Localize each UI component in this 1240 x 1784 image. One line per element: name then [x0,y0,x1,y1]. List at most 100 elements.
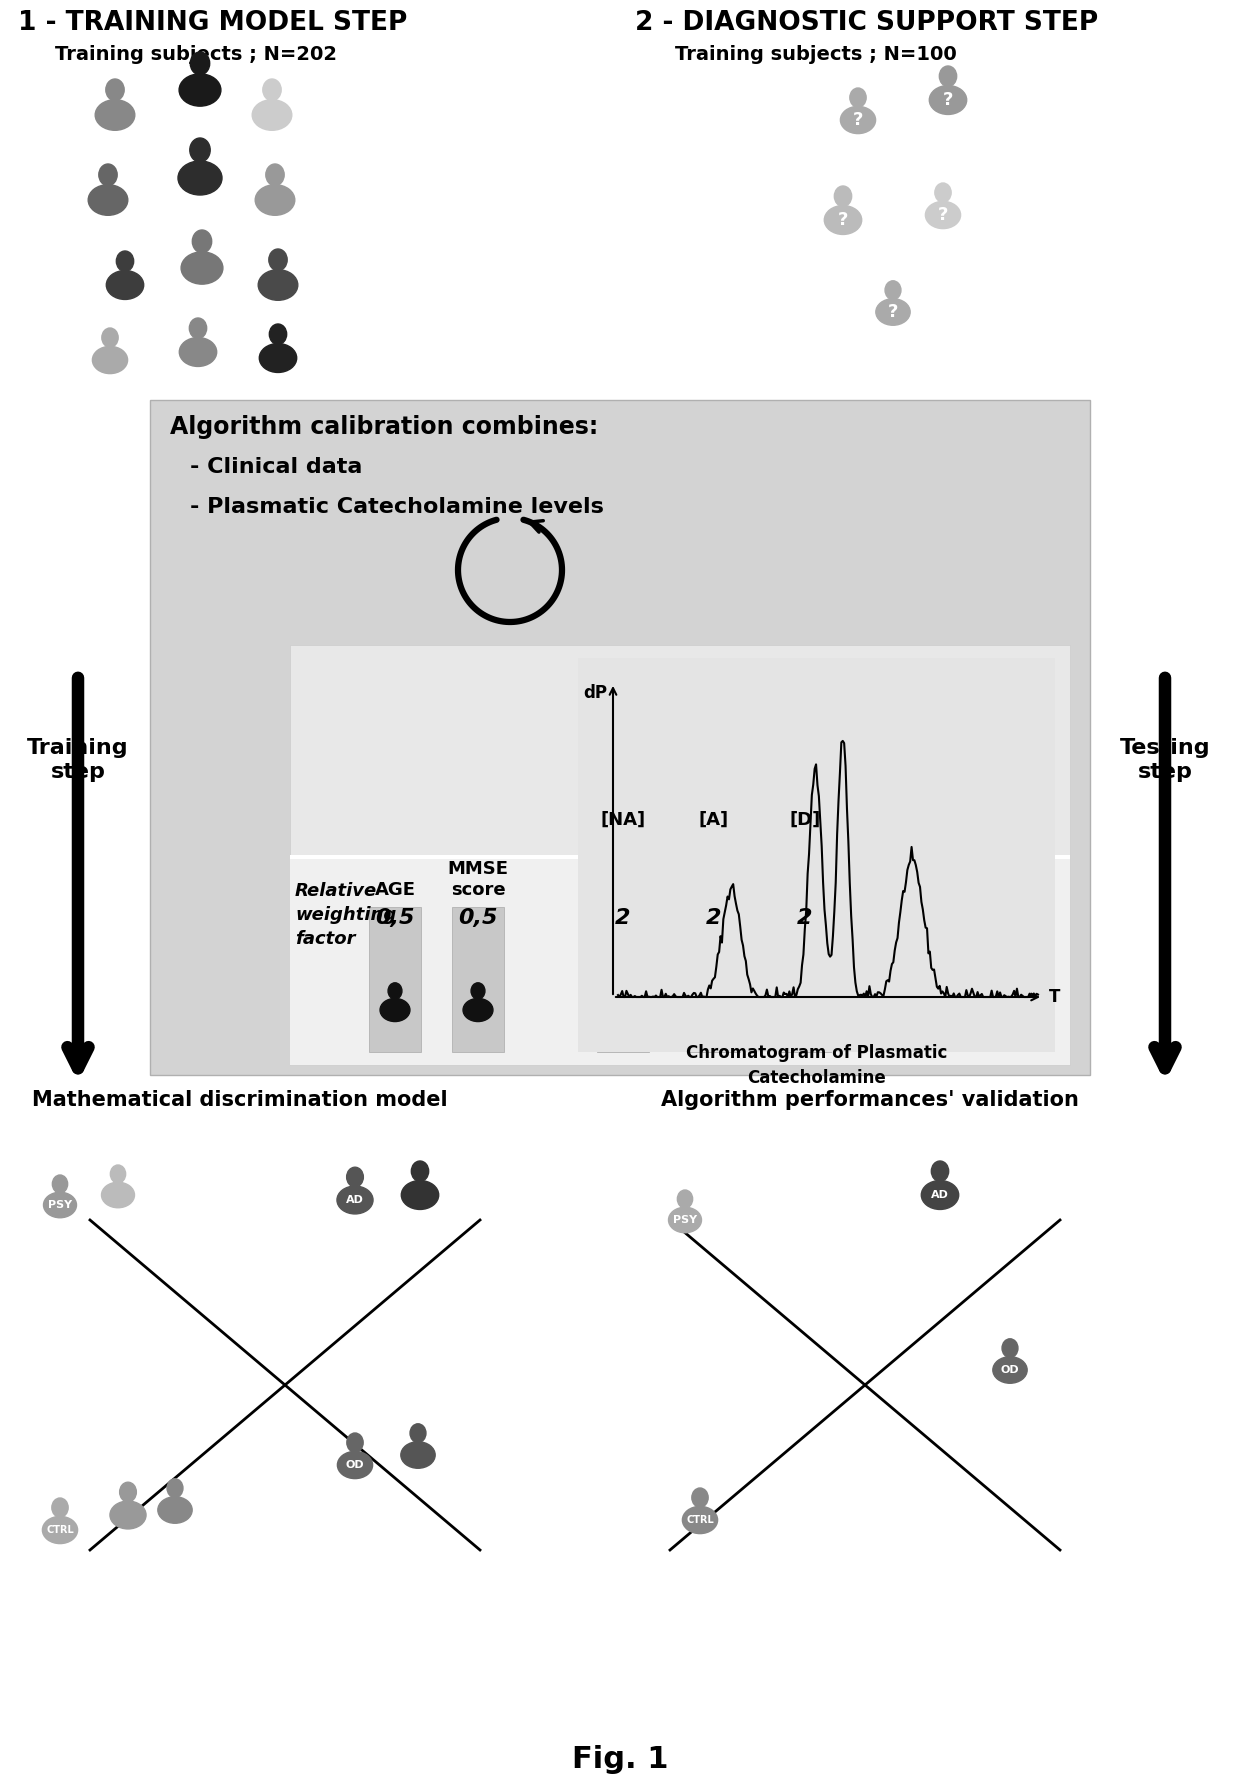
Text: T: T [1049,988,1060,1006]
Text: ?: ? [942,91,954,109]
Ellipse shape [190,52,210,75]
Text: Chromatogram of Plasmatic
Catecholamine: Chromatogram of Plasmatic Catecholamine [686,1044,947,1086]
Text: 2 - DIAGNOSTIC SUPPORT STEP: 2 - DIAGNOSTIC SUPPORT STEP [635,11,1099,36]
Ellipse shape [43,1192,77,1218]
Bar [578,658,1055,1053]
Ellipse shape [167,1479,184,1497]
Text: Relative
weighting
factor: Relative weighting factor [295,883,397,947]
Ellipse shape [269,325,286,344]
Ellipse shape [668,1208,702,1233]
Bar [290,646,1070,1065]
Ellipse shape [841,107,875,134]
Ellipse shape [259,344,296,373]
Text: Training subjects ; N=202: Training subjects ; N=202 [55,45,337,64]
Text: MMSE
score: MMSE score [448,860,508,899]
Bar [779,837,831,1053]
Bar [688,837,740,1053]
Ellipse shape [258,269,298,300]
Ellipse shape [88,186,128,216]
Text: ?: ? [838,211,848,228]
Ellipse shape [835,186,852,207]
Bar [150,400,1090,1076]
Text: Testing
step: Testing step [1120,739,1210,781]
Bar [290,855,1070,860]
Text: CTRL: CTRL [686,1515,714,1525]
Ellipse shape [692,1488,708,1507]
Text: - Clinical data: - Clinical data [190,457,362,476]
Ellipse shape [412,1161,429,1181]
Ellipse shape [388,983,402,999]
Ellipse shape [471,983,485,999]
Text: Algorithm performances' validation: Algorithm performances' validation [661,1090,1079,1110]
Ellipse shape [1002,1338,1018,1358]
Text: PSY: PSY [673,1215,697,1226]
Text: AD: AD [931,1190,949,1201]
Text: AD: AD [346,1195,363,1204]
Text: ?: ? [888,303,898,321]
Ellipse shape [402,1181,439,1210]
Ellipse shape [110,1165,125,1183]
Ellipse shape [677,1190,693,1208]
Ellipse shape [337,1186,373,1213]
Ellipse shape [42,1516,78,1543]
Ellipse shape [157,1497,192,1524]
Text: ?: ? [853,111,863,128]
Ellipse shape [265,164,284,186]
Ellipse shape [180,337,217,366]
Ellipse shape [463,999,494,1022]
Text: 0,5: 0,5 [376,908,414,928]
Text: Training subjects ; N=100: Training subjects ; N=100 [675,45,957,64]
Text: AGE: AGE [374,881,415,899]
Ellipse shape [107,271,144,300]
Ellipse shape [875,298,910,325]
Ellipse shape [410,1424,427,1443]
Ellipse shape [179,161,222,194]
Text: [A]: [A] [699,812,729,830]
Ellipse shape [885,280,901,300]
Ellipse shape [925,202,961,228]
Text: - Plasmatic Catecholamine levels: - Plasmatic Catecholamine levels [190,498,604,517]
Text: ?: ? [937,205,949,225]
Ellipse shape [379,999,410,1022]
Ellipse shape [190,318,207,339]
Text: CTRL: CTRL [46,1525,74,1534]
Bar [290,856,1070,1065]
Ellipse shape [849,87,867,107]
Text: OD: OD [346,1459,365,1470]
Text: 2: 2 [707,908,722,928]
Text: 2: 2 [797,908,812,928]
Ellipse shape [95,100,135,130]
Ellipse shape [929,86,967,114]
Ellipse shape [935,184,951,202]
Bar [370,906,422,1053]
Ellipse shape [347,1433,363,1452]
Ellipse shape [179,73,221,107]
Ellipse shape [99,164,117,186]
Ellipse shape [921,1181,959,1210]
Ellipse shape [119,1483,136,1502]
Ellipse shape [401,1441,435,1468]
Ellipse shape [825,205,862,234]
Ellipse shape [255,186,295,216]
Ellipse shape [52,1176,68,1193]
Ellipse shape [110,1500,146,1529]
Text: Mathematical discrimination model: Mathematical discrimination model [32,1090,448,1110]
Ellipse shape [181,252,223,284]
Text: Algorithm calibration combines:: Algorithm calibration combines: [170,416,598,439]
Ellipse shape [263,78,281,100]
Text: PSY: PSY [48,1201,72,1210]
Bar [453,906,503,1053]
Ellipse shape [931,1161,949,1181]
Text: 2: 2 [615,908,631,928]
Ellipse shape [102,1183,134,1208]
Text: [D]: [D] [790,812,821,830]
Ellipse shape [52,1499,68,1516]
Text: Training
step: Training step [27,739,129,781]
Text: 0,5: 0,5 [459,908,497,928]
Text: [NA]: [NA] [600,812,646,830]
Ellipse shape [337,1452,372,1479]
Text: Fig. 1: Fig. 1 [572,1745,668,1775]
Ellipse shape [102,328,118,348]
Ellipse shape [347,1167,363,1186]
Text: 1 - TRAINING MODEL STEP: 1 - TRAINING MODEL STEP [19,11,408,36]
